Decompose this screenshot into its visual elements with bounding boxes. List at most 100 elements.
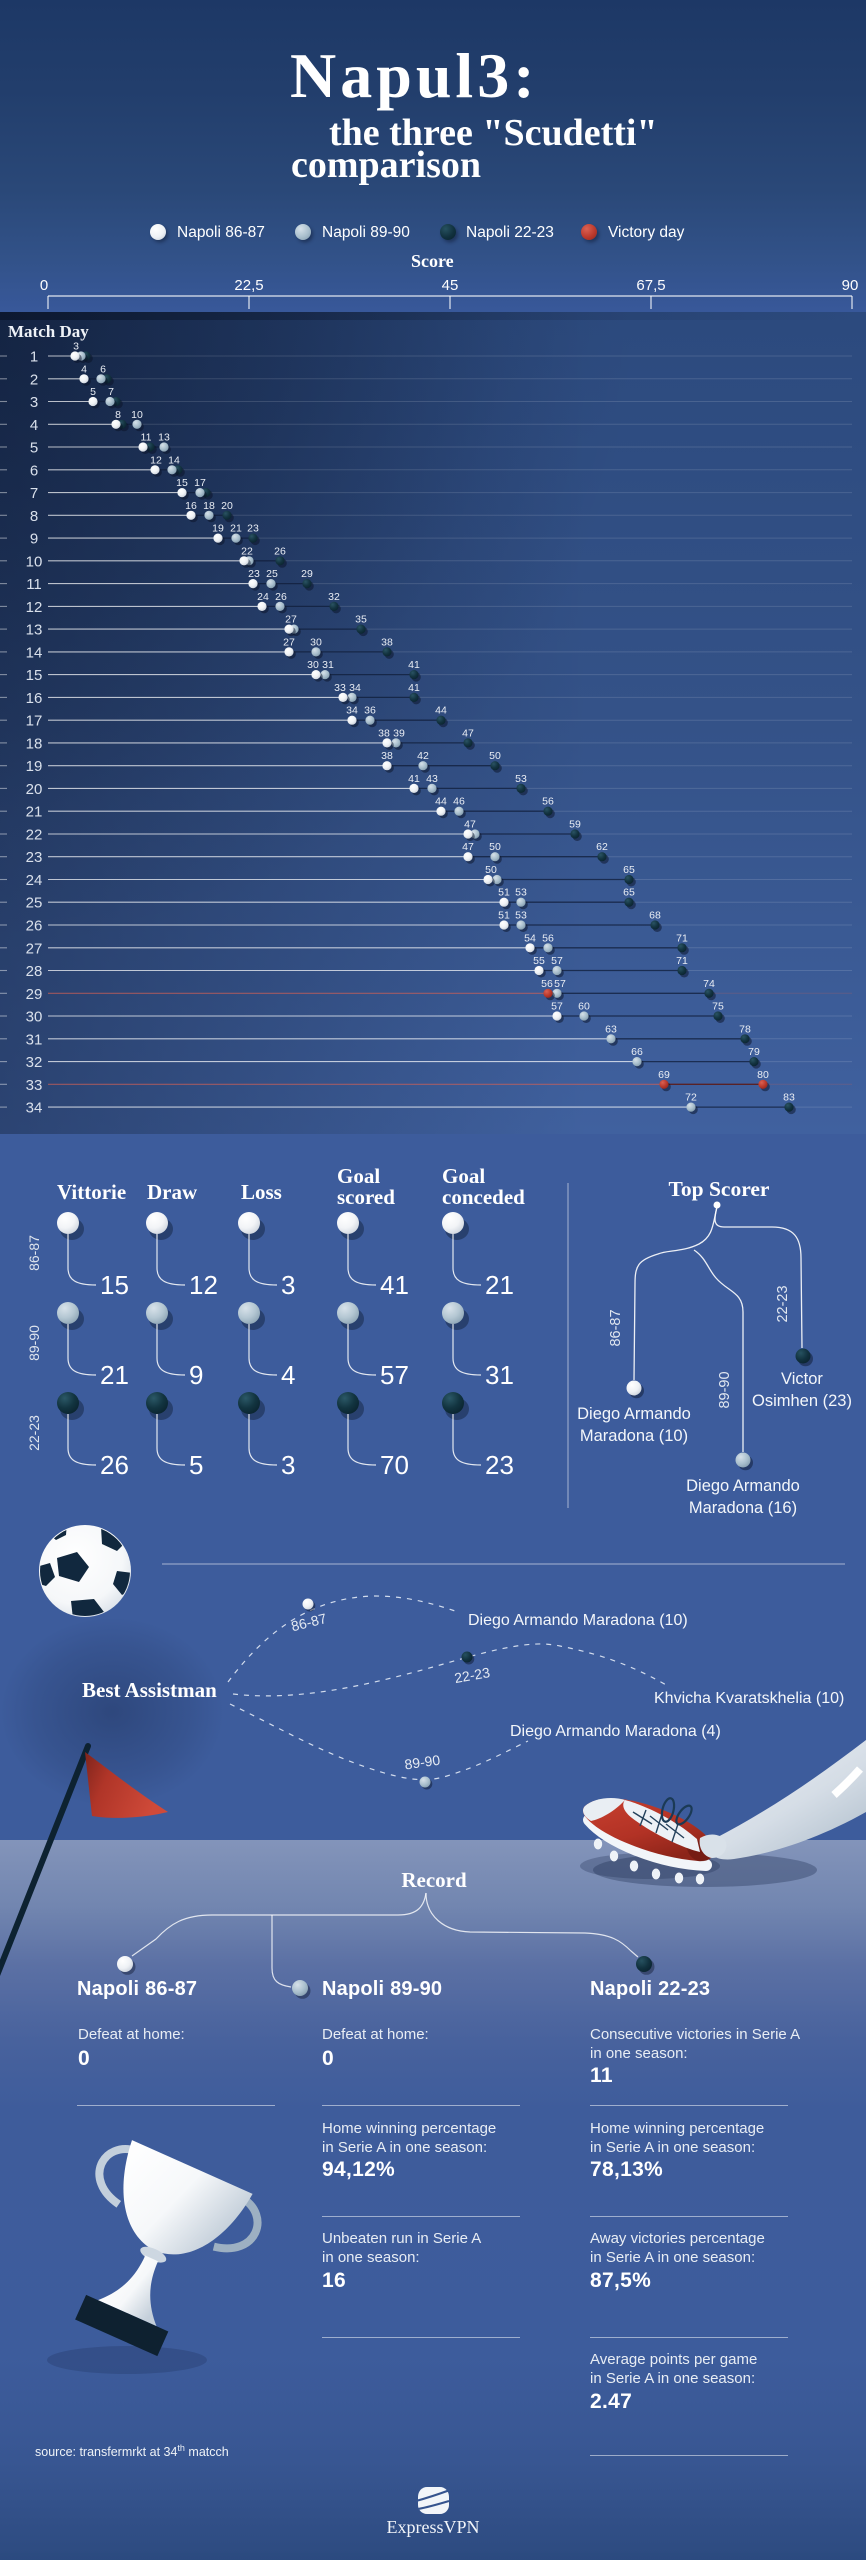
svg-text:14: 14 bbox=[26, 644, 43, 661]
svg-text:30: 30 bbox=[307, 659, 319, 671]
svg-text:75: 75 bbox=[712, 1001, 724, 1013]
svg-text:25: 25 bbox=[266, 568, 278, 580]
svg-text:Loss: Loss bbox=[241, 1180, 282, 1204]
svg-text:scored: scored bbox=[337, 1185, 395, 1209]
svg-text:24: 24 bbox=[26, 872, 43, 889]
svg-text:56: 56 bbox=[541, 978, 553, 990]
svg-text:51: 51 bbox=[498, 910, 510, 922]
svg-text:Match Day: Match Day bbox=[8, 322, 89, 341]
svg-text:27: 27 bbox=[26, 940, 43, 957]
svg-text:21: 21 bbox=[100, 1360, 129, 1390]
svg-text:25: 25 bbox=[26, 895, 43, 912]
svg-text:57: 57 bbox=[554, 978, 566, 990]
svg-text:32: 32 bbox=[26, 1054, 43, 1071]
svg-text:53: 53 bbox=[515, 887, 527, 899]
svg-text:Best Assistman: Best Assistman bbox=[82, 1678, 217, 1702]
svg-text:9: 9 bbox=[189, 1360, 203, 1390]
svg-text:Top Scorer: Top Scorer bbox=[669, 1177, 770, 1201]
svg-text:34: 34 bbox=[346, 705, 358, 717]
svg-text:35: 35 bbox=[355, 614, 367, 626]
svg-text:22: 22 bbox=[241, 545, 253, 557]
svg-text:6: 6 bbox=[30, 462, 38, 479]
svg-text:15: 15 bbox=[26, 667, 43, 684]
svg-text:62: 62 bbox=[596, 841, 608, 853]
svg-text:90: 90 bbox=[842, 277, 859, 294]
svg-text:5: 5 bbox=[189, 1450, 203, 1480]
svg-text:41: 41 bbox=[408, 682, 420, 694]
svg-text:3: 3 bbox=[281, 1270, 295, 1300]
svg-text:Khvicha Kvaratskhelia (10): Khvicha Kvaratskhelia (10) bbox=[654, 1690, 844, 1707]
svg-text:26: 26 bbox=[26, 918, 43, 935]
svg-text:8: 8 bbox=[30, 508, 38, 525]
svg-text:60: 60 bbox=[578, 1001, 590, 1013]
svg-text:4: 4 bbox=[30, 417, 38, 434]
svg-text:31: 31 bbox=[322, 659, 334, 671]
svg-text:Victor: Victor bbox=[781, 1370, 823, 1388]
svg-text:13: 13 bbox=[26, 622, 43, 639]
svg-text:47: 47 bbox=[462, 841, 474, 853]
svg-text:12: 12 bbox=[189, 1270, 218, 1300]
svg-text:22,5: 22,5 bbox=[234, 277, 263, 294]
svg-text:41: 41 bbox=[408, 773, 420, 785]
svg-text:50: 50 bbox=[489, 841, 501, 853]
svg-text:Draw: Draw bbox=[147, 1180, 198, 1204]
svg-text:10: 10 bbox=[131, 409, 143, 421]
svg-text:89-90: 89-90 bbox=[403, 1752, 441, 1773]
svg-text:4: 4 bbox=[81, 363, 87, 375]
svg-text:71: 71 bbox=[676, 932, 688, 944]
svg-text:69: 69 bbox=[658, 1069, 670, 1081]
svg-text:15: 15 bbox=[176, 477, 188, 489]
svg-text:3: 3 bbox=[73, 341, 79, 353]
svg-text:22-23: 22-23 bbox=[453, 1664, 491, 1686]
svg-text:16: 16 bbox=[26, 690, 43, 707]
svg-text:29: 29 bbox=[301, 568, 313, 580]
svg-text:Goal: Goal bbox=[337, 1164, 380, 1188]
svg-text:Diego Armando Maradona (4): Diego Armando Maradona (4) bbox=[510, 1723, 721, 1740]
svg-text:56: 56 bbox=[542, 796, 554, 808]
svg-text:19: 19 bbox=[26, 758, 43, 775]
svg-text:Maradona (16): Maradona (16) bbox=[689, 1499, 797, 1517]
svg-text:13: 13 bbox=[158, 432, 170, 444]
svg-text:67,5: 67,5 bbox=[636, 277, 665, 294]
svg-text:86-87: 86-87 bbox=[26, 1235, 42, 1271]
svg-text:Record: Record bbox=[401, 1868, 467, 1892]
svg-text:47: 47 bbox=[464, 819, 476, 831]
svg-text:44: 44 bbox=[435, 796, 447, 808]
svg-text:27: 27 bbox=[283, 636, 295, 648]
svg-text:30: 30 bbox=[26, 1009, 43, 1026]
svg-text:19: 19 bbox=[212, 523, 224, 535]
svg-text:31: 31 bbox=[26, 1031, 43, 1048]
svg-text:43: 43 bbox=[426, 773, 438, 785]
svg-text:83: 83 bbox=[783, 1092, 795, 1104]
svg-text:26: 26 bbox=[274, 545, 286, 557]
svg-text:42: 42 bbox=[417, 750, 429, 762]
svg-text:22: 22 bbox=[26, 827, 43, 844]
svg-text:65: 65 bbox=[623, 864, 635, 876]
svg-text:57: 57 bbox=[551, 1001, 563, 1013]
svg-text:ExpressVPN: ExpressVPN bbox=[387, 2517, 480, 2537]
svg-text:21: 21 bbox=[26, 804, 43, 821]
svg-text:5: 5 bbox=[90, 386, 96, 398]
svg-text:6: 6 bbox=[100, 363, 106, 375]
svg-text:1: 1 bbox=[30, 349, 38, 366]
svg-text:47: 47 bbox=[462, 727, 474, 739]
svg-text:10: 10 bbox=[26, 553, 43, 570]
svg-text:51: 51 bbox=[498, 887, 510, 899]
svg-text:39: 39 bbox=[393, 727, 405, 739]
svg-text:0: 0 bbox=[40, 277, 48, 294]
svg-text:50: 50 bbox=[489, 750, 501, 762]
svg-text:18: 18 bbox=[203, 500, 215, 512]
svg-text:23: 23 bbox=[247, 523, 259, 535]
svg-text:Diego Armando Maradona (10): Diego Armando Maradona (10) bbox=[468, 1612, 688, 1629]
svg-text:12: 12 bbox=[26, 599, 43, 616]
svg-text:33: 33 bbox=[26, 1077, 43, 1094]
svg-text:12: 12 bbox=[150, 454, 162, 466]
svg-text:71: 71 bbox=[676, 955, 688, 967]
svg-text:30: 30 bbox=[310, 636, 322, 648]
svg-text:14: 14 bbox=[168, 454, 180, 466]
svg-text:28: 28 bbox=[26, 963, 43, 980]
svg-text:53: 53 bbox=[515, 910, 527, 922]
svg-text:23: 23 bbox=[485, 1450, 514, 1480]
svg-text:24: 24 bbox=[257, 591, 269, 603]
svg-text:34: 34 bbox=[26, 1100, 43, 1117]
